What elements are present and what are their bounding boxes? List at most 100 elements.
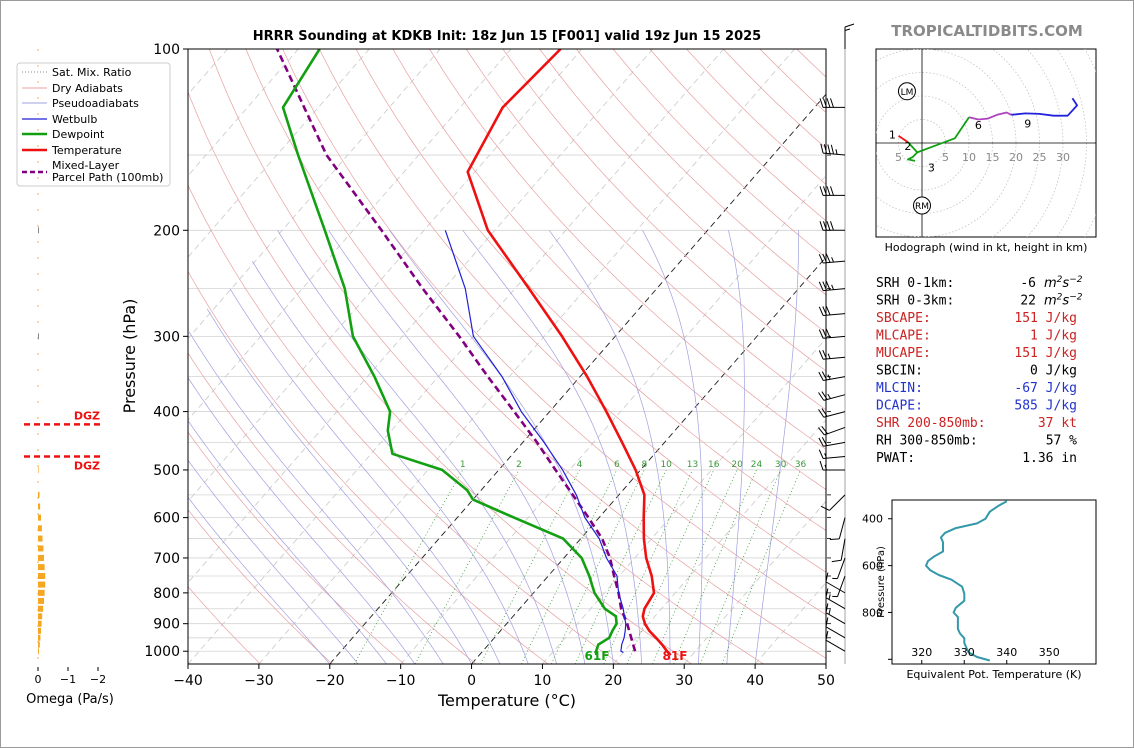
- mixing-ratio-label: 2: [516, 460, 522, 470]
- pseudoadiabat-line: [188, 420, 387, 664]
- wind-barb-half: [827, 393, 831, 399]
- wind-barb: [819, 186, 845, 196]
- y-tick-label: 300: [153, 329, 180, 345]
- wind-barb-flag: [844, 23, 855, 28]
- hodograph-height-label: 1: [889, 129, 896, 142]
- mixing-ratio-line: [353, 469, 464, 664]
- index-label: SRH 0-1km:: [876, 276, 954, 291]
- wind-barb-staff: [823, 288, 846, 292]
- omega-bar: [38, 589, 45, 596]
- legend-label-dewpoint: Dewpoint: [52, 128, 105, 141]
- wind-barb-staff: [837, 575, 846, 597]
- wind-barb-flag: [830, 98, 834, 108]
- index-label: SRH 0-3km:: [876, 294, 954, 309]
- omega-x-tick-label: 0: [35, 673, 42, 686]
- index-label: RH 300-850mb:: [876, 434, 978, 449]
- index-unit-exp: −2: [1069, 293, 1083, 303]
- wind-barb-staff: [825, 639, 846, 652]
- omega-bar: [38, 581, 46, 588]
- wind-barb-flag: [818, 254, 824, 264]
- dry-adiabat-line: [188, 509, 333, 664]
- pseudoadiabat-line: [726, 230, 745, 664]
- theta-e-x-tick-label: 350: [1039, 646, 1060, 659]
- dry-adiabat-line: [188, 586, 261, 664]
- wind-barb-staff: [823, 394, 846, 401]
- theta-e-panel: 320 330 340 350 400 600 800: [862, 499, 1097, 665]
- pseudoadiabat-line: [188, 376, 416, 664]
- x-tick-label: 10: [534, 673, 552, 689]
- mixing-ratio-label: 4: [577, 460, 583, 470]
- legend-label-temperature: Temperature: [51, 144, 122, 157]
- mixing-ratio-label: 6: [614, 460, 620, 470]
- wind-barb-flag: [831, 559, 842, 563]
- omega-bar: [38, 613, 43, 620]
- hodograph-ring-label: 30: [1056, 151, 1070, 164]
- wind-barb-flag: [818, 409, 825, 418]
- wind-barb-staff: [823, 356, 846, 360]
- wind-barb-flag: [825, 253, 831, 263]
- wind-barb-flag: [821, 426, 829, 435]
- isotherm-line: [400, 175, 826, 664]
- index-value: 57 %: [1046, 434, 1077, 449]
- hodograph-panel: 5 5 10 15 20 25 30 12 3 6 9 LM RM: [875, 48, 1097, 238]
- surface-dewpoint-label: 61F: [585, 649, 610, 663]
- hodograph-area: 5 5 10 15 20 25 30 12 3 6 9 LM RM: [876, 49, 1096, 237]
- legend-label-wetbulb: Wetbulb: [52, 113, 97, 126]
- wind-barb-staff: [840, 538, 846, 561]
- wind-barb-staff: [825, 581, 846, 594]
- mixing-ratio-line: [603, 469, 693, 664]
- mixing-ratio-label: 16: [708, 460, 720, 470]
- wind-barb-flag: [827, 144, 831, 154]
- omega-bar: [38, 627, 41, 634]
- wind-barb: [829, 517, 846, 540]
- wetbulb-line: [444, 230, 627, 654]
- y-axis-title: Pressure (hPa): [120, 299, 139, 414]
- pseudoadiabat-line: [188, 496, 331, 664]
- mixing-ratio-line: [550, 469, 645, 664]
- key-isotherm-line: [471, 256, 826, 664]
- hodograph-trace: [907, 141, 919, 162]
- wind-barb: [819, 98, 845, 108]
- hodograph-ring-label: 20: [1009, 151, 1023, 164]
- hodograph-height-label: 3: [928, 161, 935, 174]
- watermark: TROPICALTIDBITS.COM: [891, 22, 1083, 40]
- pseudoadiabat-line: [229, 288, 501, 664]
- wind-barb-staff: [823, 411, 846, 418]
- omega-bar: [38, 554, 44, 561]
- pseudoadiabat-line: [277, 230, 557, 664]
- hodograph-ring-label: 10: [962, 151, 976, 164]
- omega-bar: [38, 535, 43, 542]
- x-tick-label: 30: [675, 673, 693, 689]
- wind-barb: [820, 494, 846, 511]
- wind-barb-staff: [824, 426, 846, 436]
- x-axis-title: Temperature (°C): [437, 691, 576, 710]
- x-tick-label: −40: [173, 673, 203, 689]
- wind-barb-flag: [830, 186, 834, 196]
- omega-bar: [38, 634, 41, 641]
- dgz-label: DGZ: [74, 409, 100, 422]
- mixing-ratio-label: 20: [731, 460, 743, 470]
- wind-barb-half: [828, 609, 831, 615]
- wind-barb: [832, 575, 846, 598]
- x-tick-label: −30: [244, 673, 274, 689]
- omega-panel: DGZ DGZ 0 −1 −2: [24, 49, 106, 686]
- theta-e-x-tick-label: 340: [996, 646, 1017, 659]
- wind-barb-half: [835, 149, 838, 155]
- wind-barb-flag: [819, 460, 824, 471]
- wind-barb: [818, 349, 846, 360]
- wind-barb-staff: [825, 612, 846, 625]
- surface-temperature-label: 81F: [663, 649, 688, 663]
- mixing-ratio-line: [521, 469, 618, 664]
- index-unit: m2s−2: [1044, 293, 1083, 309]
- index-label: SBCAPE:: [876, 311, 931, 326]
- wind-barb-flag: [818, 371, 824, 381]
- wind-barb-flag: [820, 143, 824, 154]
- wind-barb-staff: [825, 597, 846, 610]
- wind-barb-flag: [818, 392, 825, 401]
- dry-adiabat-line: [429, 49, 826, 450]
- y-tick-label: 500: [153, 463, 180, 479]
- wind-barb-flag: [830, 221, 834, 231]
- wind-barb-flag: [825, 305, 831, 316]
- wind-barb-staff: [838, 517, 846, 540]
- isotherm-line: [188, 49, 724, 664]
